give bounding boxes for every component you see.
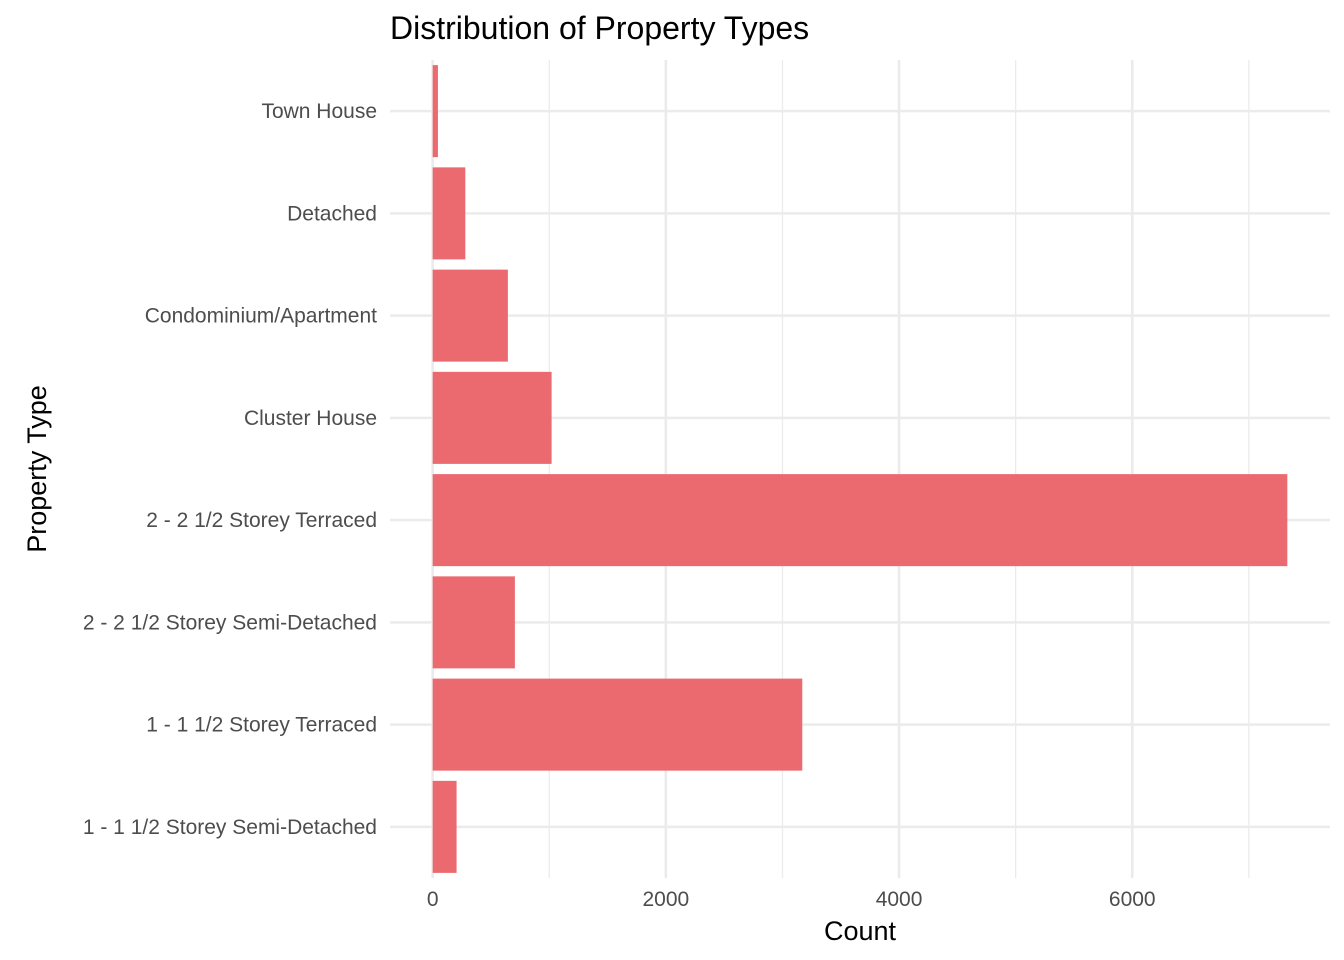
bars (432, 65, 1288, 873)
y-tick-label: 2 - 2 1/2 Storey Terraced (146, 509, 377, 532)
x-axis-title: Count (824, 916, 897, 946)
y-tick-label: 1 - 1 1/2 Storey Terraced (146, 714, 377, 737)
y-tick-label: 1 - 1 1/2 Storey Semi-Detached (83, 816, 377, 839)
x-tick-label: 2000 (643, 888, 690, 911)
y-tick-label: Town House (261, 100, 377, 123)
y-axis-title: Property Type (22, 385, 52, 553)
bar (432, 474, 1288, 567)
y-tick-label: Cluster House (244, 407, 377, 430)
x-tick-labels: 0 2000 4000 6000 (427, 888, 1156, 911)
chart-title: Distribution of Property Types (390, 10, 809, 46)
y-tick-labels: 1 - 1 1/2 Storey Semi-Detached 1 - 1 1/2 … (83, 100, 377, 839)
bar (432, 269, 508, 362)
bar (432, 65, 438, 158)
bar (432, 780, 457, 873)
y-tick-label: Detached (287, 202, 377, 225)
x-tick-label: 6000 (1109, 888, 1156, 911)
x-tick-label: 4000 (876, 888, 923, 911)
bar (432, 576, 515, 669)
bar (432, 371, 552, 464)
bar (432, 167, 466, 260)
y-tick-label: 2 - 2 1/2 Storey Semi-Detached (83, 611, 377, 634)
y-tick-label: Condominium/Apartment (145, 305, 377, 328)
bar (432, 678, 803, 771)
x-tick-label: 0 (427, 888, 439, 911)
